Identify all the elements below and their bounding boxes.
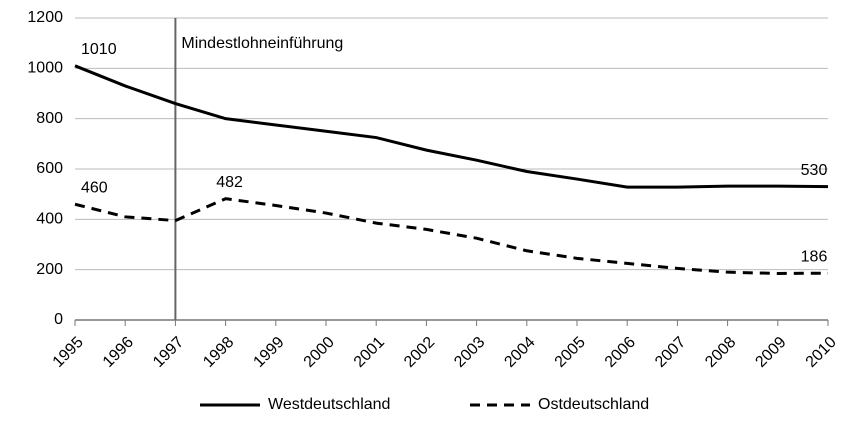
x-tick-label: 2006 xyxy=(602,334,639,371)
x-tick-label: 1996 xyxy=(100,334,137,371)
y-tick-label: 600 xyxy=(36,160,63,177)
data-label: 482 xyxy=(216,174,243,191)
x-tick-label: 2000 xyxy=(301,334,338,371)
x-tick-label: 1995 xyxy=(50,334,87,371)
x-tick-label: 1998 xyxy=(200,334,237,371)
annotation-text: Mindestlohneinführung xyxy=(181,35,343,52)
legend-label: Westdeutschland xyxy=(268,396,390,413)
y-tick-label: 800 xyxy=(36,110,63,127)
data-label: 460 xyxy=(81,179,108,196)
x-tick-label: 2009 xyxy=(752,334,789,371)
y-tick-label: 1200 xyxy=(27,9,63,26)
x-tick-label: 2004 xyxy=(501,334,538,371)
x-tick-label: 1997 xyxy=(150,334,187,371)
series-line xyxy=(74,197,829,275)
y-tick-label: 0 xyxy=(54,311,63,328)
data-label: 530 xyxy=(801,162,828,179)
x-tick-label: 2001 xyxy=(351,334,388,371)
x-tick-label: 2008 xyxy=(702,334,739,371)
y-tick-label: 1000 xyxy=(27,60,63,77)
x-tick-label: 2005 xyxy=(552,334,589,371)
y-tick-label: 400 xyxy=(36,211,63,228)
data-label: 1010 xyxy=(81,41,117,58)
series-line xyxy=(74,64,829,189)
data-label: 186 xyxy=(801,248,828,265)
x-tick-label: 2003 xyxy=(451,334,488,371)
x-tick-label: 2002 xyxy=(401,334,438,371)
legend-label: Ostdeutschland xyxy=(538,396,649,413)
x-tick-label: 2007 xyxy=(652,334,689,371)
x-tick-label: 2010 xyxy=(803,334,840,371)
x-tick-label: 1999 xyxy=(250,334,287,371)
y-tick-label: 200 xyxy=(36,261,63,278)
